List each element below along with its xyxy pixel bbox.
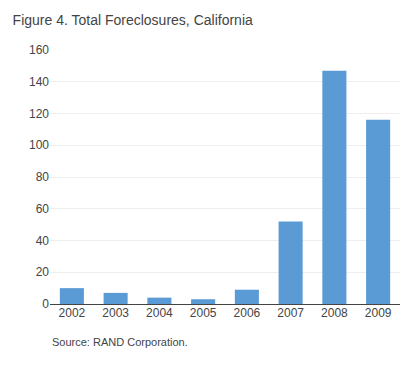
svg-text:2004: 2004 (146, 306, 173, 320)
svg-text:Source: RAND Corporation.: Source: RAND Corporation. (52, 336, 188, 348)
svg-text:2002: 2002 (59, 306, 86, 320)
svg-text:0: 0 (42, 297, 49, 311)
svg-text:2006: 2006 (234, 306, 261, 320)
svg-text:60: 60 (36, 202, 50, 216)
svg-text:140: 140 (29, 75, 49, 89)
svg-text:2009: 2009 (365, 306, 392, 320)
svg-text:Figure 4. Total Foreclosures,: Figure 4. Total Foreclosures, California (13, 12, 253, 28)
svg-text:2007: 2007 (277, 306, 304, 320)
svg-text:40: 40 (36, 234, 50, 248)
svg-text:20: 20 (36, 265, 50, 279)
svg-text:80: 80 (36, 170, 50, 184)
svg-text:120: 120 (29, 107, 49, 121)
svg-text:2003: 2003 (102, 306, 129, 320)
svg-text:100: 100 (29, 138, 49, 152)
svg-text:2008: 2008 (321, 306, 348, 320)
svg-text:160: 160 (29, 43, 49, 57)
svg-text:2005: 2005 (190, 306, 217, 320)
